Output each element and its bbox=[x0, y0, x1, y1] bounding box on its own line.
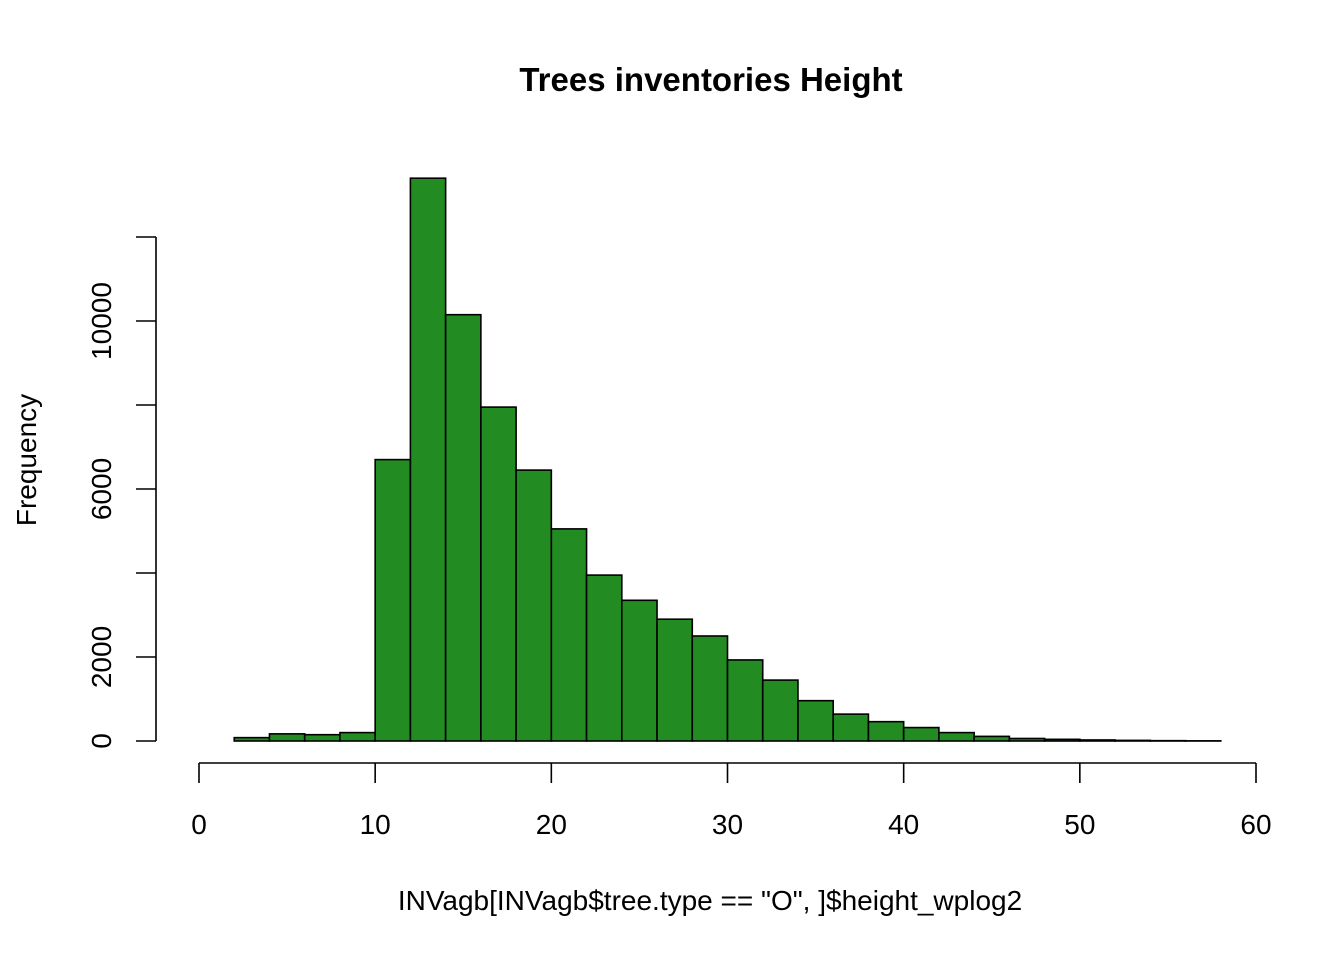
histogram-bar-13 bbox=[656, 618, 694, 742]
y-tick-label-1: 2000 bbox=[86, 626, 117, 688]
histogram-bar-10 bbox=[550, 528, 588, 742]
y-tick-label-5: 10000 bbox=[86, 282, 117, 360]
histogram-bar-26 bbox=[1114, 739, 1152, 742]
y-tick-label-0: 0 bbox=[86, 733, 117, 749]
y-tick-label-3: 6000 bbox=[86, 458, 117, 520]
x-tick-label-2: 20 bbox=[536, 809, 567, 840]
histogram-bar-21 bbox=[938, 731, 975, 742]
histogram-bar-5 bbox=[374, 458, 412, 742]
x-tick-label-0: 0 bbox=[191, 809, 207, 840]
histogram-bar-25 bbox=[1079, 739, 1116, 742]
x-axis: 0 10 20 30 40 50 60 bbox=[191, 762, 1272, 840]
histogram-bar-15 bbox=[726, 659, 764, 742]
x-tick-label-4: 40 bbox=[888, 809, 919, 840]
histogram-bar-18 bbox=[832, 713, 870, 742]
histogram-bar-17 bbox=[797, 699, 835, 742]
histogram-bar-8 bbox=[480, 406, 517, 742]
x-tick-label-5: 50 bbox=[1064, 809, 1095, 840]
histogram-bar-3 bbox=[303, 733, 341, 742]
histogram-bar-14 bbox=[691, 635, 729, 742]
histogram-bar-7 bbox=[444, 313, 482, 742]
histogram-bar-16 bbox=[761, 679, 799, 742]
histogram-bars bbox=[233, 177, 1222, 742]
chart-title: Trees inventories Height bbox=[519, 61, 902, 98]
histogram-bar-1 bbox=[233, 736, 271, 742]
histogram-bar-6 bbox=[409, 177, 447, 742]
histogram-bar-23 bbox=[1008, 737, 1046, 742]
histogram-bar-2 bbox=[268, 733, 306, 742]
histogram-bar-24 bbox=[1043, 738, 1081, 742]
histogram-bar-19 bbox=[867, 720, 905, 742]
histogram-bar-9 bbox=[515, 469, 553, 742]
x-tick-label-6: 60 bbox=[1240, 809, 1271, 840]
histogram-bar-22 bbox=[973, 735, 1011, 742]
histogram-bar-12 bbox=[620, 599, 658, 742]
x-tick-label-3: 30 bbox=[712, 809, 743, 840]
histogram-bar-4 bbox=[339, 731, 376, 742]
x-axis-label: INVagb[INVagb$tree.type == "O", ]$height… bbox=[398, 885, 1022, 916]
x-tick-label-1: 10 bbox=[360, 809, 391, 840]
y-axis-label: Frequency bbox=[11, 394, 42, 526]
histogram-bar-20 bbox=[902, 726, 940, 742]
y-axis: 0 2000 6000 10000 bbox=[86, 236, 157, 749]
histogram-bar-11 bbox=[585, 574, 623, 742]
